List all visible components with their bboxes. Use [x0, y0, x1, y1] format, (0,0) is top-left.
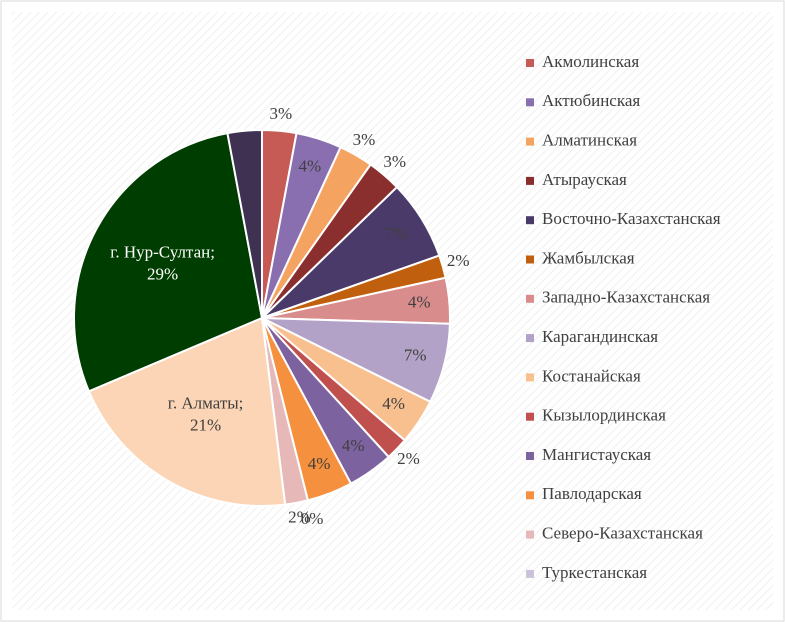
- data-label: 3%: [353, 130, 376, 149]
- legend-label: Кызылординская: [542, 406, 666, 425]
- data-label: 3%: [383, 152, 406, 171]
- legend-swatch: [526, 176, 534, 185]
- legend-label: Акмолинская: [542, 52, 639, 71]
- legend-swatch: [526, 412, 534, 421]
- data-label: 2%: [447, 251, 470, 270]
- data-label: 3%: [269, 104, 292, 123]
- data-label: 4%: [408, 292, 431, 311]
- legend-label: Алматинская: [542, 131, 637, 150]
- data-label: 29%: [147, 265, 178, 284]
- data-label: 4%: [342, 436, 365, 455]
- legend-label: Восточно-Казахстанская: [542, 209, 721, 228]
- legend-swatch: [526, 294, 534, 303]
- legend-swatch: [526, 373, 534, 382]
- legend-swatch: [526, 59, 534, 67]
- legend-swatch: [526, 569, 534, 578]
- pie-slice: [87, 316, 287, 507]
- legend-swatch: [526, 530, 534, 539]
- data-label: 4%: [382, 394, 405, 413]
- data-label: г. Алматы;: [168, 394, 244, 413]
- legend-label: Атырауская: [542, 170, 627, 189]
- legend-label: Актюбинская: [542, 91, 640, 110]
- data-label: 21%: [190, 416, 221, 435]
- pie-slice: [226, 128, 263, 319]
- legend-label: Костанайская: [542, 366, 641, 385]
- data-label: г. Нур-Султан;: [110, 243, 215, 262]
- data-label: 2%: [397, 449, 420, 468]
- data-label: 4%: [299, 156, 322, 175]
- legend-label: Западно-Казахстанская: [542, 288, 710, 307]
- legend-swatch: [526, 216, 534, 225]
- legend-swatch: [526, 137, 534, 146]
- legend-label: Туркестанская: [542, 563, 647, 582]
- data-label: 0%: [301, 509, 324, 528]
- data-label: 2%: [288, 507, 311, 526]
- pie-slice: [73, 132, 264, 393]
- legend-swatch: [526, 452, 534, 460]
- legend-swatch: [526, 334, 534, 343]
- legend-label: Северо-Казахстанская: [542, 524, 703, 543]
- legend-label: Мангистауская: [542, 445, 651, 464]
- data-label: 7%: [404, 345, 427, 364]
- legend-swatch: [526, 491, 534, 500]
- legend-label: Жамбылская: [542, 248, 635, 267]
- data-label: 7%: [385, 224, 408, 243]
- legend-label: Карагандинская: [542, 327, 658, 346]
- legend-swatch: [526, 98, 534, 107]
- legend-label: Павлодарская: [542, 484, 642, 503]
- legend-swatch: [526, 255, 534, 264]
- data-label: 4%: [308, 454, 331, 473]
